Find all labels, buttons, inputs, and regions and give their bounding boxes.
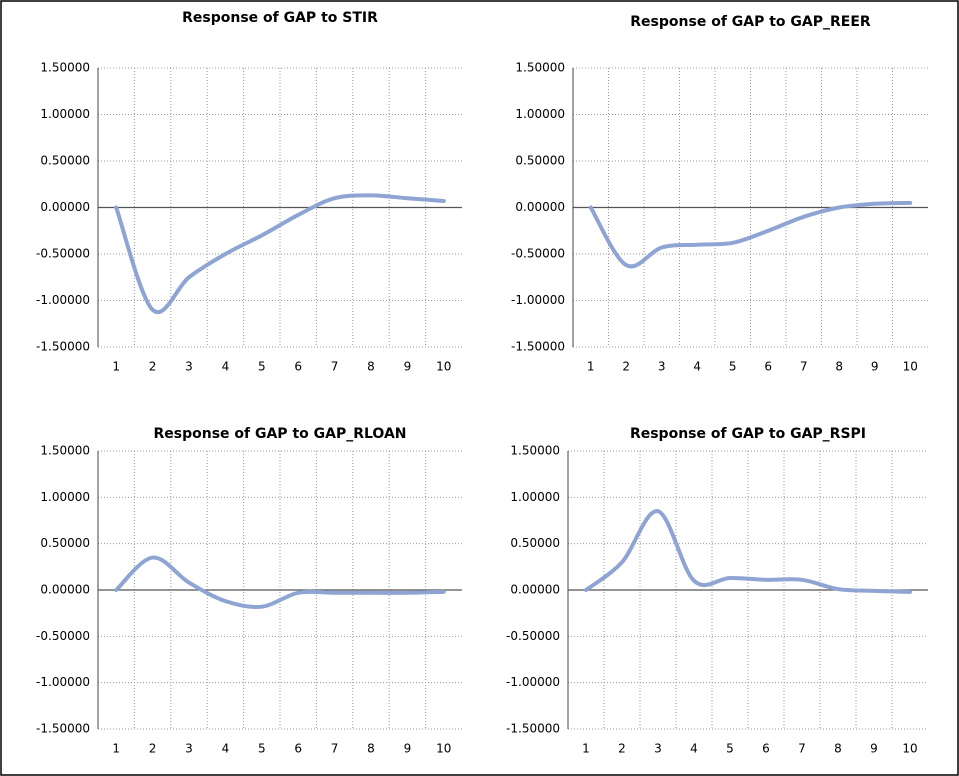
line [584, 509, 912, 594]
x-tick-label: 6 [294, 360, 302, 374]
x-tick-label: 4 [222, 742, 230, 756]
y-tick-label: -1.00000 [36, 293, 90, 307]
panel: Response of GAP to GAP_RSPI -1.50000 -1.00… [506, 426, 928, 756]
y-tick-label: -0.50000 [506, 629, 560, 643]
panel: Response of GAP to GAP_REER -1.50000 -1.00… [511, 14, 928, 374]
x-tick-label: 3 [185, 742, 193, 756]
x-tick-label: 10 [436, 360, 451, 374]
y-tick-label: -0.50000 [36, 629, 90, 643]
y-tick-label: 0.50000 [40, 154, 90, 168]
x-tick-label: 8 [367, 360, 375, 374]
x-tick-label: 6 [764, 360, 772, 374]
y-tick-label: -1.00000 [506, 675, 560, 689]
line [114, 193, 446, 315]
y-tick-label: 0.00000 [40, 200, 90, 214]
x-tick-label: 7 [331, 360, 339, 374]
y-tick-label: 1.00000 [510, 490, 560, 504]
x-tick-label: 9 [870, 742, 878, 756]
x-tick-label: 5 [726, 742, 734, 756]
x-tick-label: 6 [294, 742, 302, 756]
x-tick-label: 5 [258, 742, 266, 756]
y-tick-label: -1.50000 [511, 340, 565, 354]
chart-title: Response of GAP to GAP_RLOAN [153, 426, 406, 442]
y-tick-label: -1.00000 [36, 675, 90, 689]
panel: Response of GAP to GAP_RLOAN -1.50000 -1.0… [36, 426, 462, 756]
x-tick-label: 2 [622, 360, 630, 374]
x-tick-label: 8 [367, 742, 375, 756]
chart-title: Response of GAP to GAP_REER [630, 14, 871, 30]
y-tick-label: 1.50000 [515, 61, 565, 75]
y-tick-label: 1.50000 [510, 444, 560, 458]
chart-title: Response of GAP to STIR [182, 10, 378, 26]
y-tick-label: 1.00000 [40, 107, 90, 121]
x-tick-label: 9 [871, 360, 879, 374]
panel: Response of GAP to STIR -1.50000 -1.00000 -… [36, 10, 462, 374]
x-tick-label: 5 [258, 360, 266, 374]
x-tick-label: 9 [404, 742, 412, 756]
y-tick-label: 0.00000 [510, 583, 560, 597]
x-tick-label: 9 [404, 360, 412, 374]
x-tick-label: 7 [798, 742, 806, 756]
x-tick-label: 7 [800, 360, 808, 374]
x-tick-label: 3 [185, 360, 193, 374]
y-tick-label: 0.00000 [515, 200, 565, 214]
chart-title: Response of GAP to GAP_RSPI [630, 426, 866, 442]
x-tick-label: 10 [902, 742, 917, 756]
y-tick-label: -0.50000 [511, 247, 565, 261]
y-tick-label: 0.50000 [515, 154, 565, 168]
x-tick-label: 4 [693, 360, 701, 374]
x-tick-label: 2 [149, 360, 157, 374]
x-tick-label: 4 [222, 360, 230, 374]
line [114, 555, 446, 610]
x-tick-label: 8 [835, 360, 843, 374]
x-tick-label: 3 [654, 742, 662, 756]
line [588, 200, 913, 269]
y-tick-label: 1.50000 [40, 61, 90, 75]
x-tick-label: 1 [112, 742, 120, 756]
x-tick-label: 2 [149, 742, 157, 756]
y-tick-label: 0.50000 [40, 536, 90, 550]
y-tick-label: 1.00000 [515, 107, 565, 121]
x-tick-label: 2 [618, 742, 626, 756]
x-tick-label: 8 [834, 742, 842, 756]
y-tick-label: 0.50000 [510, 536, 560, 550]
y-tick-label: -1.50000 [36, 340, 90, 354]
x-tick-label: 5 [729, 360, 737, 374]
y-tick-label: 1.50000 [40, 444, 90, 458]
x-tick-label: 3 [658, 360, 666, 374]
y-tick-label: -1.50000 [506, 722, 560, 736]
y-tick-label: -0.50000 [36, 247, 90, 261]
x-tick-label: 10 [903, 360, 918, 374]
x-tick-label: 1 [112, 360, 120, 374]
x-tick-label: 6 [762, 742, 770, 756]
x-tick-label: 7 [331, 742, 339, 756]
x-tick-label: 1 [587, 360, 595, 374]
x-tick-label: 4 [690, 742, 698, 756]
y-tick-label: 1.00000 [40, 490, 90, 504]
y-tick-label: -1.50000 [36, 722, 90, 736]
x-tick-label: 10 [436, 742, 451, 756]
x-tick-label: 1 [582, 742, 590, 756]
y-tick-label: -1.00000 [511, 293, 565, 307]
y-tick-label: 0.00000 [40, 583, 90, 597]
